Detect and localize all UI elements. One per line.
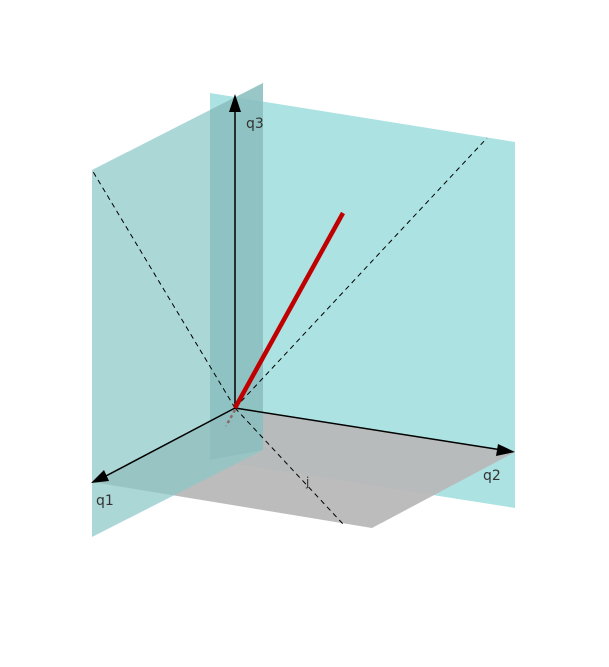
- plane-overlap-region: [210, 83, 263, 460]
- dashed-diagonal-left-plane: [91, 169, 236, 409]
- diagonal-label: j: [305, 475, 309, 489]
- q1-axis-label: q1: [96, 493, 114, 509]
- q2-axis-line: [234, 407, 503, 451]
- dashed-diagonal-back-plane: [234, 137, 488, 409]
- q3-axis-arrowhead: [229, 94, 241, 112]
- red-vector: [233, 211, 345, 410]
- q1-axis-arrowhead: [91, 470, 109, 483]
- q2-axis-label: q2: [483, 468, 501, 484]
- q1-axis-line: [103, 407, 236, 478]
- q3-axis-label: q3: [246, 116, 264, 132]
- q2-axis-arrowhead: [496, 444, 515, 456]
- back-plane-q2-q3: [210, 93, 515, 508]
